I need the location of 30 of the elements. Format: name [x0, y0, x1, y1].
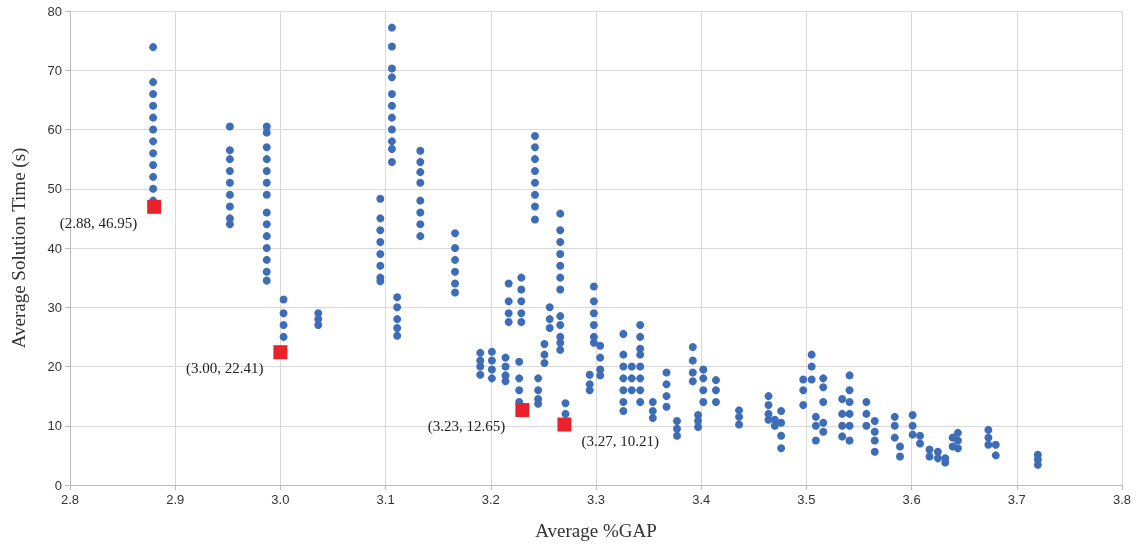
data-label: (2.88, 46.95): [59, 214, 138, 232]
x-tick-label: 3.3: [586, 492, 606, 507]
x-tick-label: 3.6: [902, 492, 921, 507]
x-tick-label: 3.1: [376, 492, 395, 507]
x-tick-label: 3.8: [1112, 492, 1132, 507]
x-tick-label: 2.8: [60, 492, 80, 507]
point: [515, 403, 530, 418]
y-tick-label: 0: [54, 477, 62, 493]
data-label: (3.23, 12.65): [427, 418, 506, 436]
point: [557, 417, 572, 432]
y-tick-label: 80: [47, 3, 62, 19]
x-tick-label: 3.5: [797, 492, 816, 507]
x-axis-title: Average %GAP: [535, 520, 657, 541]
data-label: (3.00, 22.41): [185, 360, 264, 378]
x-tick-label: 3.7: [1007, 492, 1026, 507]
data-label: (3.27, 10.21): [581, 432, 659, 450]
y-tick-label: 50: [47, 181, 62, 197]
x-tick-label: 3.2: [481, 492, 500, 507]
y-tick-label: 20: [47, 359, 62, 374]
point: [273, 345, 288, 360]
y-tick-label: 10: [47, 418, 62, 434]
y-tick-label: 30: [47, 299, 62, 315]
x-tick-label: 2.9: [166, 492, 185, 507]
point: [147, 199, 162, 214]
y-tick-label: 60: [47, 122, 62, 137]
y-tick-label: 40: [47, 240, 62, 256]
y-tick-label: 70: [47, 62, 62, 78]
x-tick-label: 3.0: [271, 492, 290, 507]
y-axis-title: Average Solution Time (s): [8, 147, 30, 349]
x-tick-label: 3.4: [692, 492, 711, 507]
